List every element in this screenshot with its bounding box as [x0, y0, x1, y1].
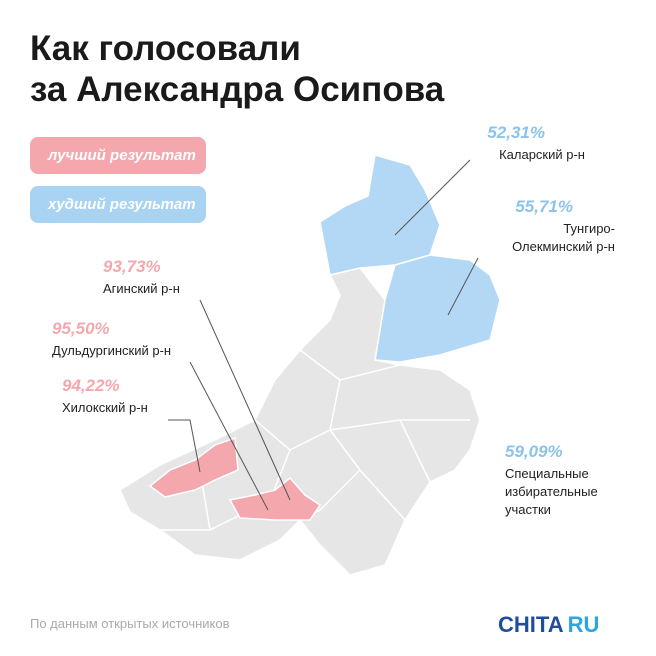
- region-name: избирательные: [505, 484, 598, 499]
- title-line: Как голосовали: [30, 29, 301, 68]
- region-name: Олекминский р-н: [512, 239, 615, 254]
- region-value: 52,31%: [487, 123, 545, 142]
- leader-line: [447, 257, 479, 316]
- legend-worst: [30, 186, 206, 223]
- legend-label: лучший результат: [47, 147, 196, 164]
- region-gray: [119, 267, 481, 576]
- region-name: Тунгиро-: [563, 221, 615, 236]
- leader-line: [394, 159, 471, 236]
- logo: CHITA RU: [498, 612, 599, 637]
- region-name: Агинский р-н: [103, 281, 180, 296]
- region-value: 93,73%: [103, 257, 161, 276]
- region-value: 94,22%: [62, 376, 120, 395]
- region-name: Специальные: [505, 466, 589, 481]
- leader-line: [199, 299, 291, 501]
- region-value: 59,09%: [505, 442, 563, 461]
- logo-part: RU: [568, 612, 600, 637]
- legend-label: худший результат: [47, 196, 196, 213]
- leader-line: [168, 419, 201, 473]
- leader-line: [189, 361, 269, 511]
- region-name: Дульдургинский р-н: [52, 343, 171, 358]
- region-labels: 52,31% Каларский р-н 55,71% Тунгиро- Олекмин…: [52, 123, 615, 517]
- logo-part: CHITA: [498, 612, 564, 637]
- legend-best: [30, 137, 206, 174]
- title-line: за Александра Осипова: [30, 70, 445, 109]
- region-value: 55,71%: [515, 197, 573, 216]
- region-kalar: [319, 154, 441, 276]
- region-value: 95,50%: [52, 319, 110, 338]
- region-khilok: [148, 436, 239, 498]
- region-tungiro: [374, 254, 501, 363]
- region-name: участки: [505, 502, 551, 517]
- source: По данным открытых источников: [30, 616, 230, 631]
- region-name: Хилокский р-н: [62, 400, 148, 415]
- region-name: Каларский р-н: [499, 147, 585, 162]
- region-aga-duldurga: [228, 476, 322, 521]
- leader-lines: [168, 159, 479, 511]
- map: [119, 154, 501, 576]
